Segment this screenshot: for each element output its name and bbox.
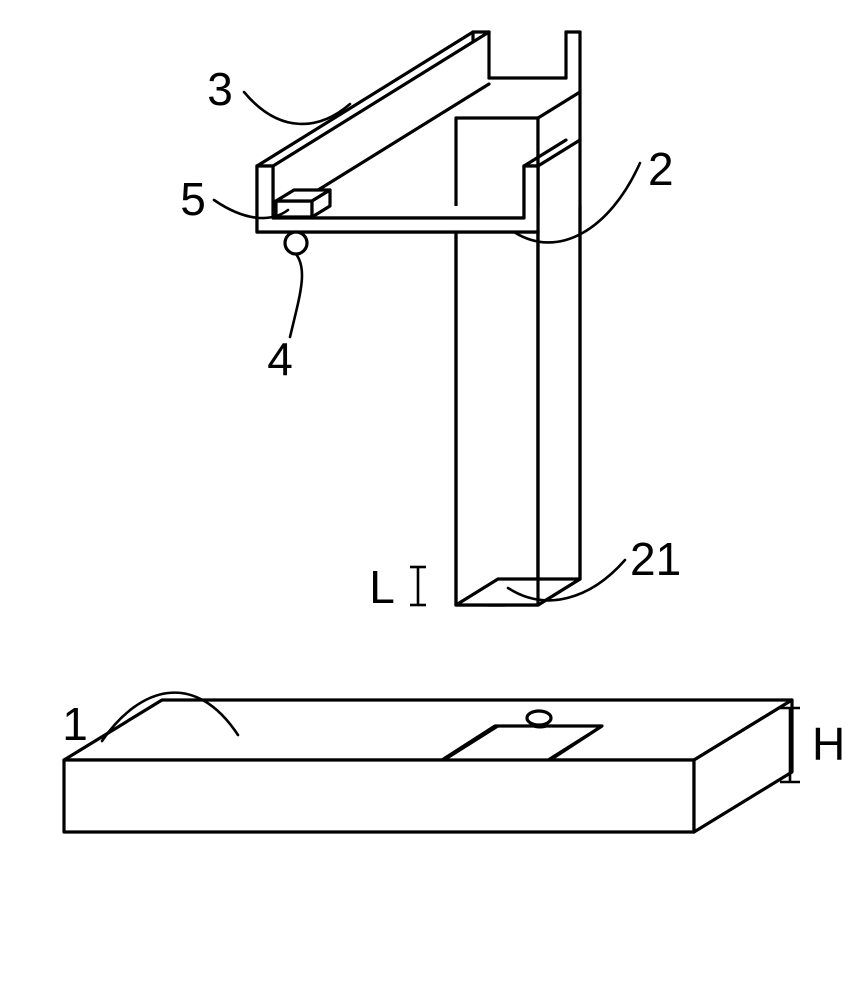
label-3: 3 <box>207 63 233 115</box>
technical-drawing: 1 2 3 4 5 21 L H <box>0 0 864 1000</box>
part-4-sensor <box>285 232 307 254</box>
label-5: 5 <box>180 173 206 225</box>
label-H: H <box>812 718 845 770</box>
label-L: L <box>369 561 395 613</box>
label-4: 4 <box>267 333 293 385</box>
part-1-base <box>64 700 792 832</box>
base-hole-final <box>527 711 551 725</box>
part-2-column <box>456 92 580 605</box>
leader-4 <box>290 254 302 337</box>
dim-L <box>410 567 426 605</box>
label-21: 21 <box>630 533 681 585</box>
label-1: 1 <box>62 698 88 750</box>
label-2: 2 <box>648 143 674 195</box>
base-plate-extra-front <box>65 832 693 962</box>
